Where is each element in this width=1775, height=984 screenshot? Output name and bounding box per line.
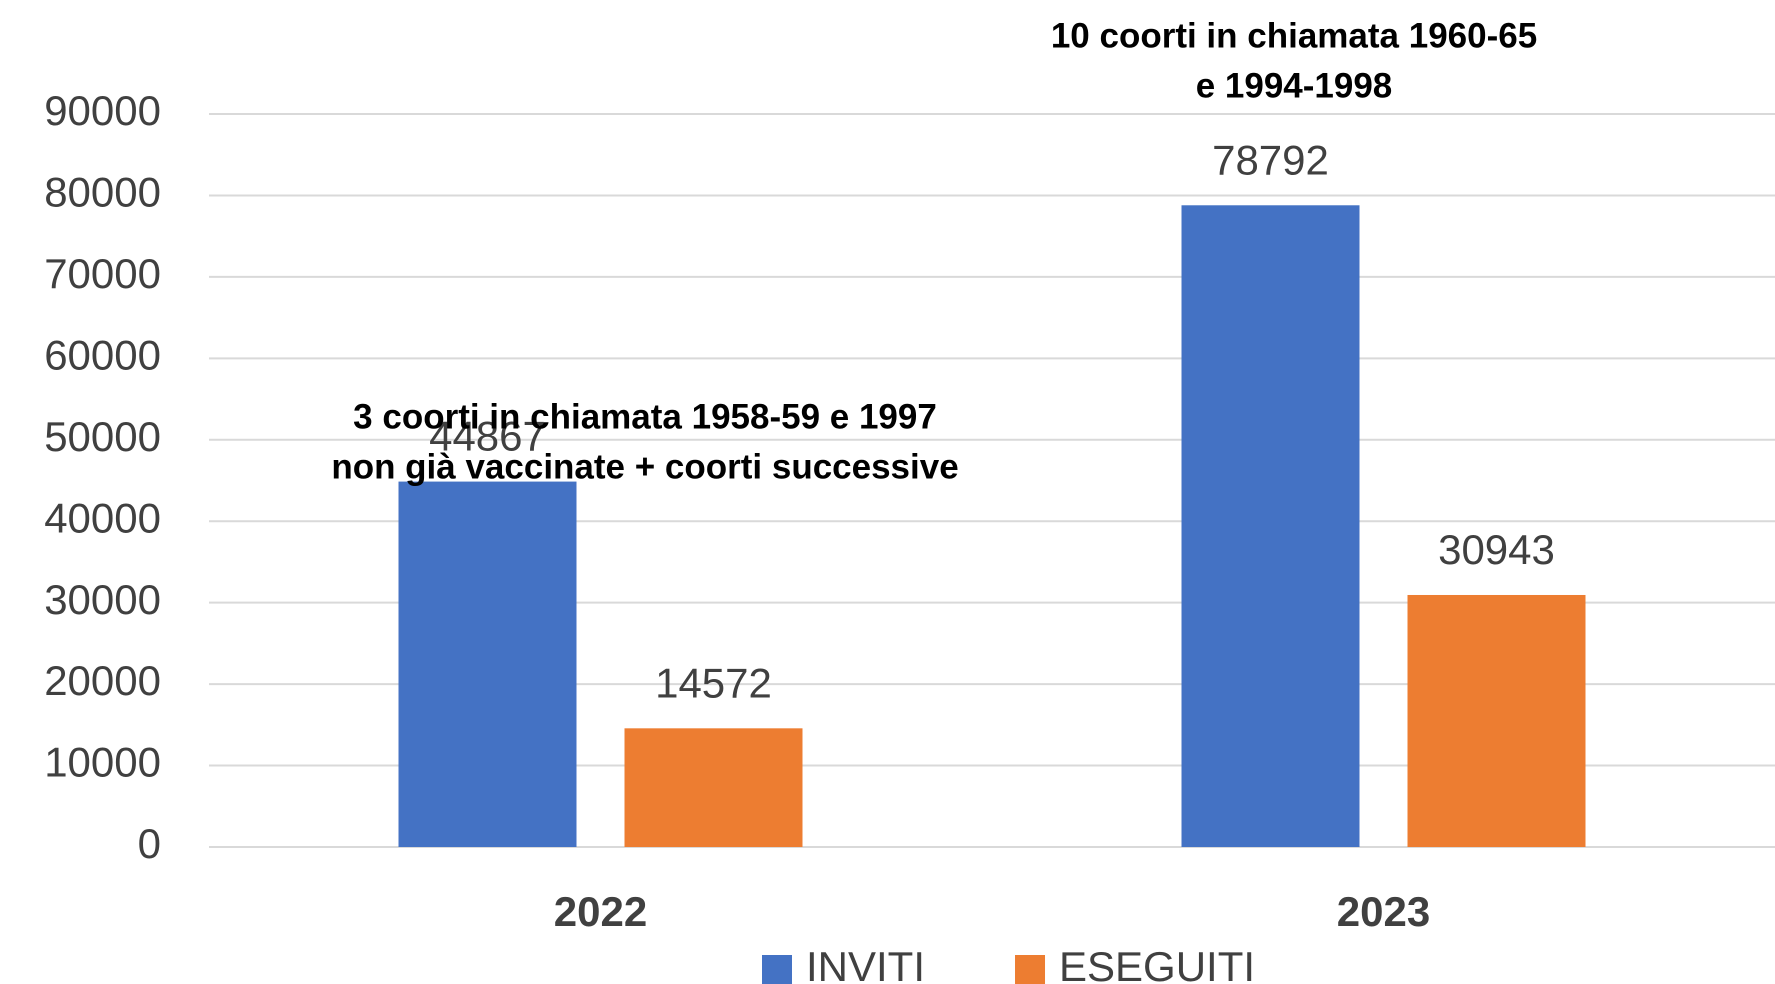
value-label: 78792 [1212, 136, 1329, 183]
annotation: non già vaccinate + coorti successive [331, 447, 958, 486]
legend-swatch [1015, 955, 1046, 984]
value-label: 30943 [1438, 526, 1555, 573]
value-label: 44867 [429, 413, 546, 460]
legend-label: ESEGUITI [1059, 943, 1255, 984]
annotation: 3 coorti in chiamata 1958-59 e 1997 [353, 397, 937, 436]
y-tick-label: 40000 [44, 494, 161, 541]
bar [398, 481, 577, 847]
y-tick-label: 80000 [44, 169, 161, 216]
x-tick-label: 2023 [1337, 888, 1430, 935]
legend-swatch [762, 955, 792, 984]
annotation: 10 coorti in chiamata 1960-65 [1051, 16, 1537, 55]
y-tick-label: 60000 [44, 331, 161, 378]
annotation: e 1994-1998 [1196, 66, 1393, 105]
bar [1181, 205, 1360, 847]
bar [1407, 594, 1586, 847]
y-tick-label: 20000 [44, 657, 161, 704]
legend-label: INVITI [806, 943, 925, 984]
y-tick-label: 50000 [44, 413, 161, 460]
y-tick-label: 10000 [44, 739, 161, 786]
y-tick-label: 90000 [44, 87, 161, 134]
x-tick-label: 2022 [554, 888, 647, 935]
y-tick-label: 0 [138, 820, 161, 867]
value-label: 14572 [655, 659, 772, 706]
bar [624, 728, 803, 847]
y-tick-label: 70000 [44, 250, 161, 297]
y-tick-label: 30000 [44, 576, 161, 623]
